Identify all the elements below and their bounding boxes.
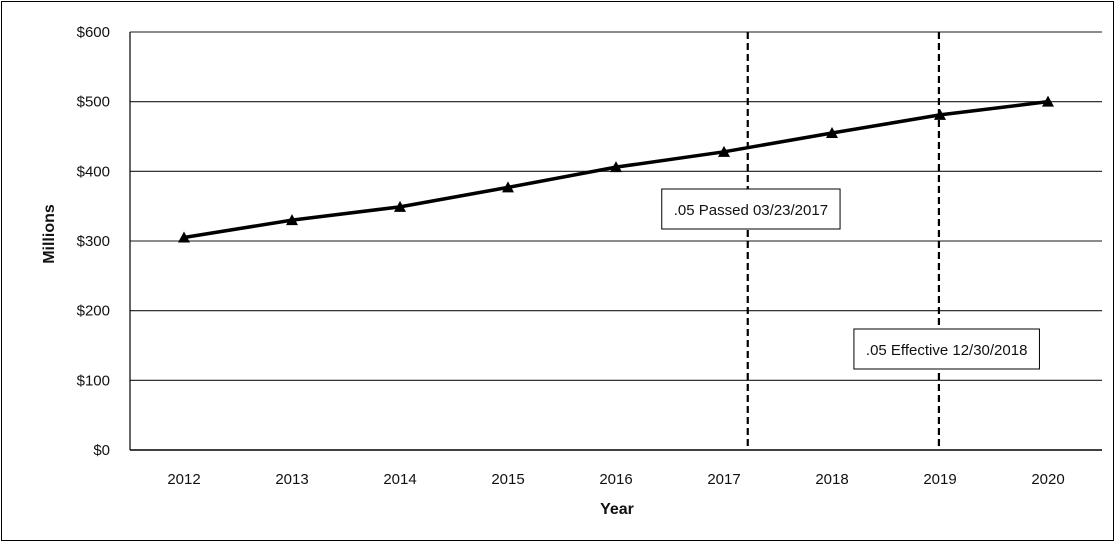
y-tick-labels: $0 $100 $200 $300 $400 $500 $600: [77, 24, 110, 459]
series: [178, 95, 1054, 243]
data-point-2012: [178, 231, 190, 243]
x-tick-label: 2017: [707, 471, 740, 488]
y-tick-label: $300: [77, 233, 110, 250]
annotation-box: [661, 188, 841, 230]
x-tick-label: 2020: [1031, 471, 1064, 488]
x-tick-labels: 2012 2013 2014 2015 2016 2017 2018 2019 2020: [167, 471, 1064, 488]
x-tick-label: 2014: [383, 471, 416, 488]
x-tick-label: 2013: [275, 471, 308, 488]
annotations: .05 Passed 03/23/2017 .05 Effective 12/30…: [661, 188, 1040, 370]
x-tick-label: 2012: [167, 471, 200, 488]
x-tick-label: 2019: [923, 471, 956, 488]
y-tick-label: $400: [77, 163, 110, 180]
annotation-2: .05 Effective 12/30/2018: [853, 328, 1040, 370]
x-tick-label: 2015: [491, 471, 524, 488]
annotation-label: .05 Effective 12/30/2018: [866, 342, 1028, 359]
data-point-2017: [718, 145, 730, 157]
y-tick-label: $500: [77, 94, 110, 111]
y-axis-title: Millions: [41, 204, 58, 264]
data-point-2019: [934, 108, 946, 120]
x-tick-label: 2016: [599, 471, 632, 488]
data-point-2016: [610, 161, 622, 173]
y-tick-label: $0: [93, 442, 110, 459]
y-tick-label: $600: [77, 24, 110, 41]
data-point-2015: [502, 181, 514, 193]
data-point-2014: [394, 200, 406, 212]
x-axis-title: Year: [600, 501, 634, 518]
gridlines: [129, 31, 1102, 451]
data-point-2018: [826, 127, 838, 139]
y-tick-label: $200: [77, 303, 110, 320]
data-point-2013: [286, 214, 298, 226]
annotation-1: .05 Passed 03/23/2017: [661, 188, 841, 230]
y-tick-label: $100: [77, 372, 110, 389]
x-tick-label: 2018: [815, 471, 848, 488]
data-point-2020: [1042, 95, 1054, 107]
annotation-label: .05 Passed 03/23/2017: [674, 202, 828, 219]
event-lines: [746, 32, 941, 450]
annotation-box: [853, 328, 1040, 370]
